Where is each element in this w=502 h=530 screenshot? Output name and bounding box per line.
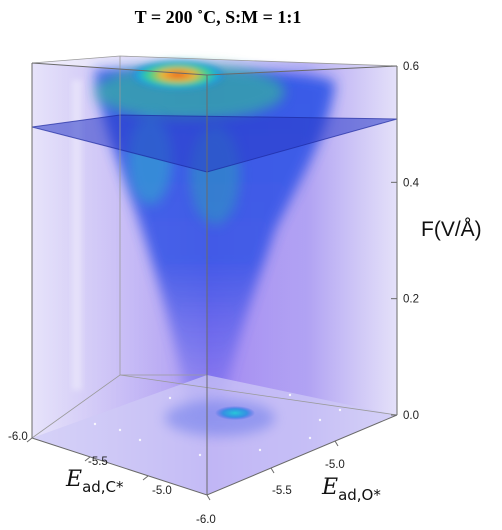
z-tick-label: 0.2 bbox=[403, 294, 419, 306]
z-axis-label: F(V/Å) bbox=[421, 218, 482, 241]
y-tick-mark bbox=[270, 467, 275, 474]
y-tick-label: -5.5 bbox=[272, 485, 292, 497]
x-tick-label: -5.5 bbox=[88, 456, 108, 468]
z-tick-label: 0.6 bbox=[403, 61, 419, 73]
y-tick-label: -5.0 bbox=[325, 459, 345, 471]
z-tick-label: 0.4 bbox=[403, 177, 420, 189]
x-tick-label: -5.0 bbox=[152, 485, 172, 497]
x-axis-label-sub: ad,C* bbox=[82, 478, 124, 496]
chart-title: T = 200 ˚C, S:M = 1:1 bbox=[135, 7, 302, 27]
x-axis-label: Ead,C* bbox=[65, 467, 124, 496]
y-tick-label: -6.0 bbox=[196, 514, 216, 526]
hotspot bbox=[130, 60, 226, 90]
x-tick-mark bbox=[84, 456, 91, 462]
y-tick-mark bbox=[206, 494, 211, 501]
x-tick-label: -6.0 bbox=[8, 431, 28, 443]
y-tick-mark bbox=[334, 440, 339, 447]
y-axis-label-main: E bbox=[321, 475, 338, 500]
x-axis-label-main: E bbox=[65, 467, 82, 492]
y-axis-label: Ead,O* bbox=[321, 475, 381, 504]
x-tick-mark bbox=[142, 475, 149, 481]
floor-blob bbox=[215, 406, 255, 420]
y-axis-ticks: -5.0 -5.5 -6.0 bbox=[196, 440, 345, 526]
x-tick-mark bbox=[26, 437, 33, 443]
x-axis-ticks: -6.0 -5.5 -5.0 bbox=[8, 431, 172, 497]
z-axis-ticks: 0.0 0.2 0.4 0.6 bbox=[391, 61, 420, 422]
z-tick-label: 0.0 bbox=[403, 410, 419, 422]
floor-plane bbox=[32, 375, 397, 495]
y-axis-label-sub: ad,O* bbox=[338, 486, 381, 504]
